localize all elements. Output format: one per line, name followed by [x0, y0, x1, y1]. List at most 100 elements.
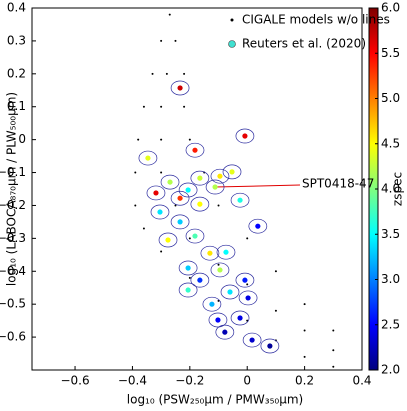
plot-frame: [31, 7, 363, 371]
error-ellipse: [222, 164, 242, 180]
model-point: [303, 303, 306, 306]
source-point: [227, 289, 233, 295]
source-point: [153, 190, 159, 196]
source-point: [242, 277, 248, 283]
error-ellipse: [190, 272, 210, 288]
y-tick-label: 0.4: [7, 1, 26, 15]
source-point: [217, 173, 223, 179]
model-point: [168, 13, 171, 16]
colorbar-tick-label: 3.0: [381, 272, 400, 286]
error-ellipse: [138, 150, 158, 166]
error-ellipse: [242, 332, 262, 348]
model-point: [274, 309, 277, 312]
legend-label: CIGALE models w/o lines: [242, 13, 390, 27]
y-tick-label: −0.5: [0, 297, 26, 311]
x-tick-label: −0.6: [60, 374, 89, 388]
model-point: [183, 105, 186, 108]
source-point: [237, 315, 243, 321]
model-point: [246, 237, 249, 240]
error-ellipse: [170, 80, 190, 96]
source-point: [197, 201, 203, 207]
source-point: [177, 195, 183, 201]
model-point: [332, 365, 335, 368]
source-point: [197, 175, 203, 181]
y-tick-label: 0: [18, 132, 26, 146]
error-ellipse: [185, 228, 205, 244]
annotation-line: [215, 184, 301, 188]
source-point: [197, 277, 203, 283]
colorbar-tick-label: 5.5: [381, 46, 400, 60]
model-point: [160, 171, 163, 174]
error-ellipse: [248, 218, 268, 234]
model-point: [160, 250, 163, 253]
source-point: [165, 237, 171, 243]
error-ellipse: [170, 214, 190, 230]
error-ellipse: [160, 174, 180, 190]
source-point: [223, 249, 229, 255]
error-ellipse: [185, 142, 205, 158]
error-ellipse: [235, 128, 255, 144]
error-ellipse: [158, 232, 178, 248]
error-ellipse: [205, 179, 225, 195]
error-ellipse: [260, 338, 280, 354]
model-point: [174, 39, 177, 42]
x-axis-label: log₁₀ (PSW₂₅₀μm / PMW₃₅₀μm): [127, 393, 303, 407]
y-tick-label: 0.1: [7, 99, 26, 113]
colorbar-tick-label: 4.5: [381, 136, 400, 150]
source-point: [177, 219, 183, 225]
model-point: [160, 105, 163, 108]
error-ellipse: [202, 296, 222, 312]
model-point: [142, 105, 145, 108]
error-ellipse: [200, 245, 220, 261]
source-point: [185, 287, 191, 293]
x-tick-label: −0.4: [118, 374, 147, 388]
x-tick-label: −0.2: [175, 374, 204, 388]
colorbar-tick-label: 3.5: [381, 227, 400, 241]
error-ellipse: [220, 284, 240, 300]
model-point: [274, 270, 277, 273]
legend-marker: [228, 40, 236, 48]
source-point: [267, 343, 273, 349]
model-point: [303, 329, 306, 332]
error-ellipse: [238, 290, 258, 306]
x-tick-label: 0.4: [352, 374, 371, 388]
source-point: [192, 147, 198, 153]
source-point: [207, 250, 213, 256]
model-point: [160, 39, 163, 42]
error-ellipse: [210, 262, 230, 278]
model-point: [332, 329, 335, 332]
colorbar-tick-label: 5.0: [381, 91, 400, 105]
model-point: [165, 72, 168, 75]
legend-marker: [230, 18, 234, 22]
model-point: [188, 237, 191, 240]
source-point: [242, 133, 248, 139]
error-ellipse: [170, 190, 190, 206]
source-point: [237, 197, 243, 203]
model-point: [246, 283, 249, 286]
error-ellipse: [210, 168, 230, 184]
source-point: [177, 85, 183, 91]
error-ellipse: [146, 185, 166, 201]
error-ellipse: [215, 324, 235, 340]
source-point: [249, 337, 255, 343]
model-point: [151, 72, 154, 75]
error-ellipse: [190, 170, 210, 186]
error-ellipse: [178, 182, 198, 198]
model-point: [183, 72, 186, 75]
y-tick-label: −0.1: [0, 165, 26, 179]
model-point: [332, 349, 335, 352]
model-point: [217, 263, 220, 266]
model-point: [134, 171, 137, 174]
model-point: [160, 138, 163, 141]
model-point: [134, 204, 137, 207]
model-point: [174, 204, 177, 207]
y-tick-label: −0.3: [0, 231, 26, 245]
model-point: [137, 138, 140, 141]
model-point: [188, 138, 191, 141]
source-point: [229, 169, 235, 175]
source-point: [255, 223, 261, 229]
source-point: [167, 179, 173, 185]
source-point: [192, 233, 198, 239]
y-tick-label: 0.2: [7, 66, 26, 80]
